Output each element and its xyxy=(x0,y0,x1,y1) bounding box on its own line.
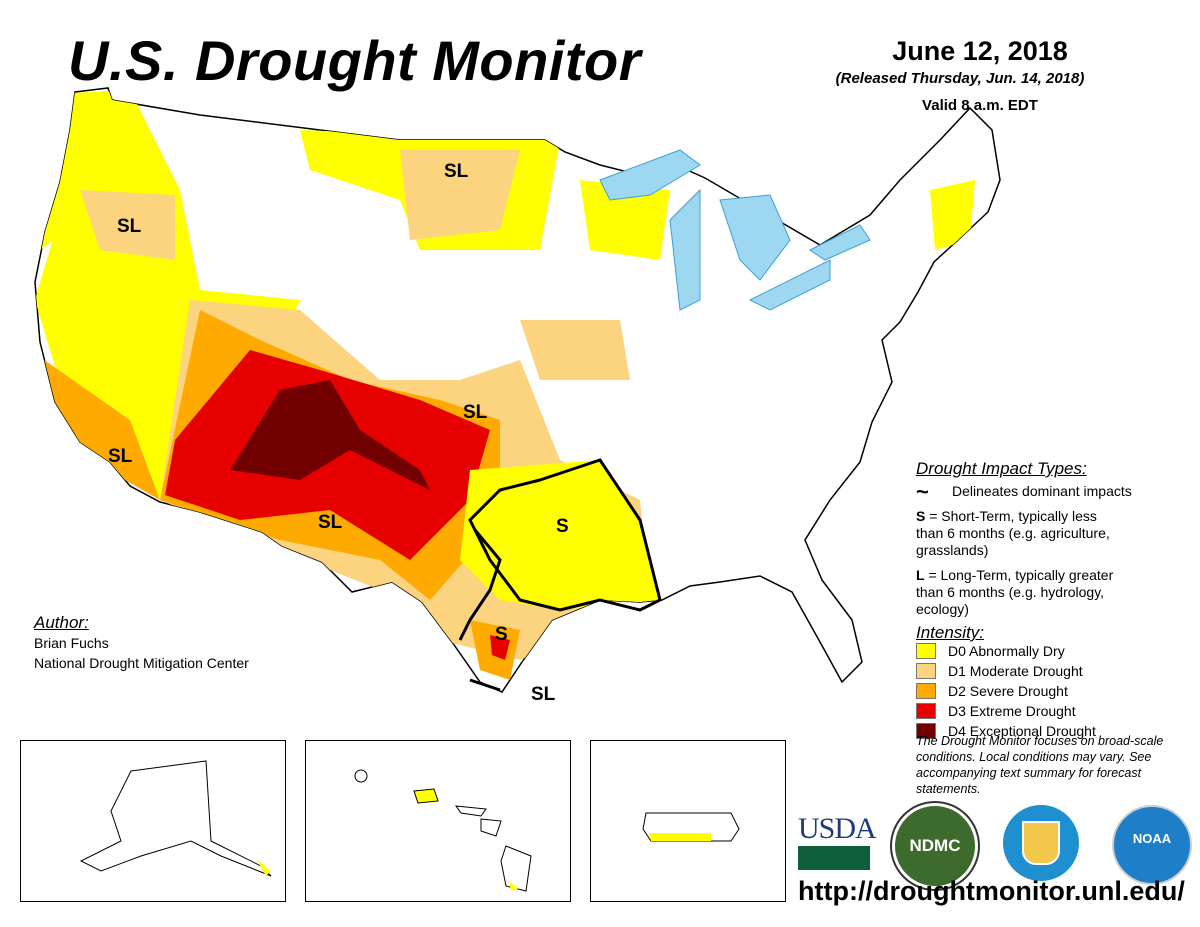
impact-types-heading: Drought Impact Types: xyxy=(916,459,1087,478)
website-link[interactable]: http://droughtmonitor.unl.edu/ xyxy=(798,876,1185,906)
map-date: June 12, 2018 xyxy=(892,36,1068,66)
alaska-inset xyxy=(20,740,286,902)
d1-area-dakotas xyxy=(400,150,520,240)
d2-area-california xyxy=(35,350,160,500)
intensity-swatch xyxy=(916,683,936,699)
intensity-label: D1 Moderate Drought xyxy=(948,662,1083,679)
d0-area-new-england xyxy=(930,180,975,250)
d0-area-south xyxy=(460,460,660,610)
d4-area xyxy=(230,380,430,490)
impact-boundaries xyxy=(458,458,662,692)
intensity-swatch xyxy=(916,643,936,659)
author-block: Author: Brian Fuchs National Drought Mit… xyxy=(34,613,249,673)
disclaimer-note: The Drought Monitor focuses on broad-sca… xyxy=(916,734,1164,796)
intensity-label: D4 Exceptional Drought xyxy=(948,722,1096,739)
release-date: (Released Thursday, Jun. 14, 2018) xyxy=(835,70,1085,87)
s-key: S xyxy=(916,508,926,524)
intensity-heading: Intensity: xyxy=(916,623,985,642)
map-label: SL xyxy=(318,512,343,533)
d0-area-wisconsin xyxy=(580,180,670,260)
page-title: U.S. Drought Monitor xyxy=(68,29,642,92)
d1-area-oregon xyxy=(80,190,175,260)
author-name: Brian Fuchs xyxy=(34,635,109,651)
impact-labels: SL SL SL SL SL S S SL xyxy=(108,161,569,705)
intensity-level-2: D2 Severe Drought xyxy=(916,681,1196,701)
l-text: = Long-Term, typically greater than 6 mo… xyxy=(916,567,1114,617)
map-label: SL xyxy=(117,216,142,237)
intensity-levels: D0 Abnormally Dry D1 Moderate Drought D2 S… xyxy=(916,641,1196,741)
intensity-label: D3 Extreme Drought xyxy=(948,702,1076,719)
intensity-label: D0 Abnormally Dry xyxy=(948,642,1065,659)
drought-areas xyxy=(35,90,975,680)
map-label: SL xyxy=(444,161,469,182)
l-key: L xyxy=(916,567,925,583)
s-text: = Short-Term, typically less than 6 mont… xyxy=(916,508,1110,558)
alaska-shape xyxy=(79,760,272,877)
map-label: S xyxy=(495,624,508,645)
valid-time: Valid 8 a.m. EDT xyxy=(922,97,1038,114)
intensity-level-3: D3 Extreme Drought xyxy=(916,701,1196,721)
intensity-level-1: D1 Moderate Drought xyxy=(916,661,1196,681)
intensity-label: D2 Severe Drought xyxy=(948,682,1068,699)
puerto-rico-inset xyxy=(590,740,786,902)
intensity-swatch xyxy=(916,723,936,739)
intensity-swatch xyxy=(916,703,936,719)
impact-line-icon: ~ xyxy=(916,479,929,504)
map-label: S xyxy=(556,516,569,537)
map-label: SL xyxy=(463,402,488,423)
usda-logo: USDA xyxy=(798,812,877,870)
legend: Drought Impact Types: ~ Delineates domin… xyxy=(916,460,1196,741)
intensity-level-0: D0 Abnormally Dry xyxy=(916,641,1196,661)
intensity-level-4: D4 Exceptional Drought xyxy=(916,721,1196,741)
map-label: SL xyxy=(531,684,556,705)
delineates-text: Delineates dominant impacts xyxy=(952,483,1132,499)
d1-area-missouri xyxy=(520,320,630,380)
noaa-logo: NOAA xyxy=(1112,805,1192,885)
department-of-commerce-logo xyxy=(1003,805,1079,881)
intensity-swatch xyxy=(916,663,936,679)
hawaii-inset xyxy=(305,740,571,902)
map-label: SL xyxy=(108,446,133,467)
ndmc-logo: NDMC xyxy=(892,803,978,889)
author-org: National Drought Mitigation Center xyxy=(34,655,249,671)
great-lakes xyxy=(599,149,871,311)
author-heading: Author: xyxy=(34,613,89,632)
d3-area-texas-coast xyxy=(490,635,510,660)
